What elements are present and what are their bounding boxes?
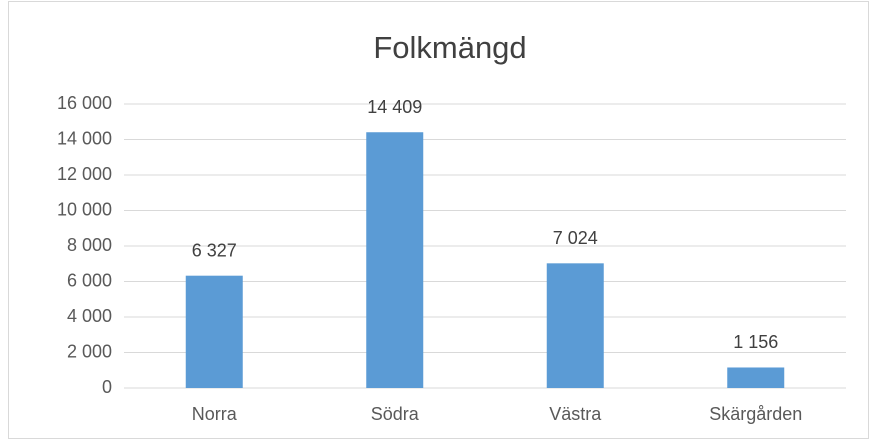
y-tick-label: 2 000 (67, 341, 112, 361)
y-tick-label: 14 000 (57, 128, 112, 148)
y-tick-label: 6 000 (67, 270, 112, 290)
y-tick-label: 12 000 (57, 164, 112, 184)
data-label: 6 327 (192, 240, 237, 260)
y-tick-label: 10 000 (57, 199, 112, 219)
y-tick-label: 8 000 (67, 235, 112, 255)
y-tick-label: 0 (102, 377, 112, 397)
data-label: 7 024 (553, 228, 598, 248)
data-label: 1 156 (733, 332, 778, 352)
x-tick-label: Norra (192, 404, 238, 424)
data-label: 14 409 (367, 97, 422, 117)
y-tick-label: 4 000 (67, 306, 112, 326)
x-tick-label: Skärgården (709, 404, 802, 424)
chart-title: Folkmängd (373, 30, 526, 65)
bar (727, 367, 785, 388)
bar (546, 263, 604, 388)
bar (366, 132, 424, 388)
x-tick-label: Södra (371, 404, 420, 424)
bar (185, 275, 243, 388)
chart-border (8, 1, 869, 439)
x-tick-label: Västra (549, 404, 602, 424)
y-tick-label: 16 000 (57, 93, 112, 113)
